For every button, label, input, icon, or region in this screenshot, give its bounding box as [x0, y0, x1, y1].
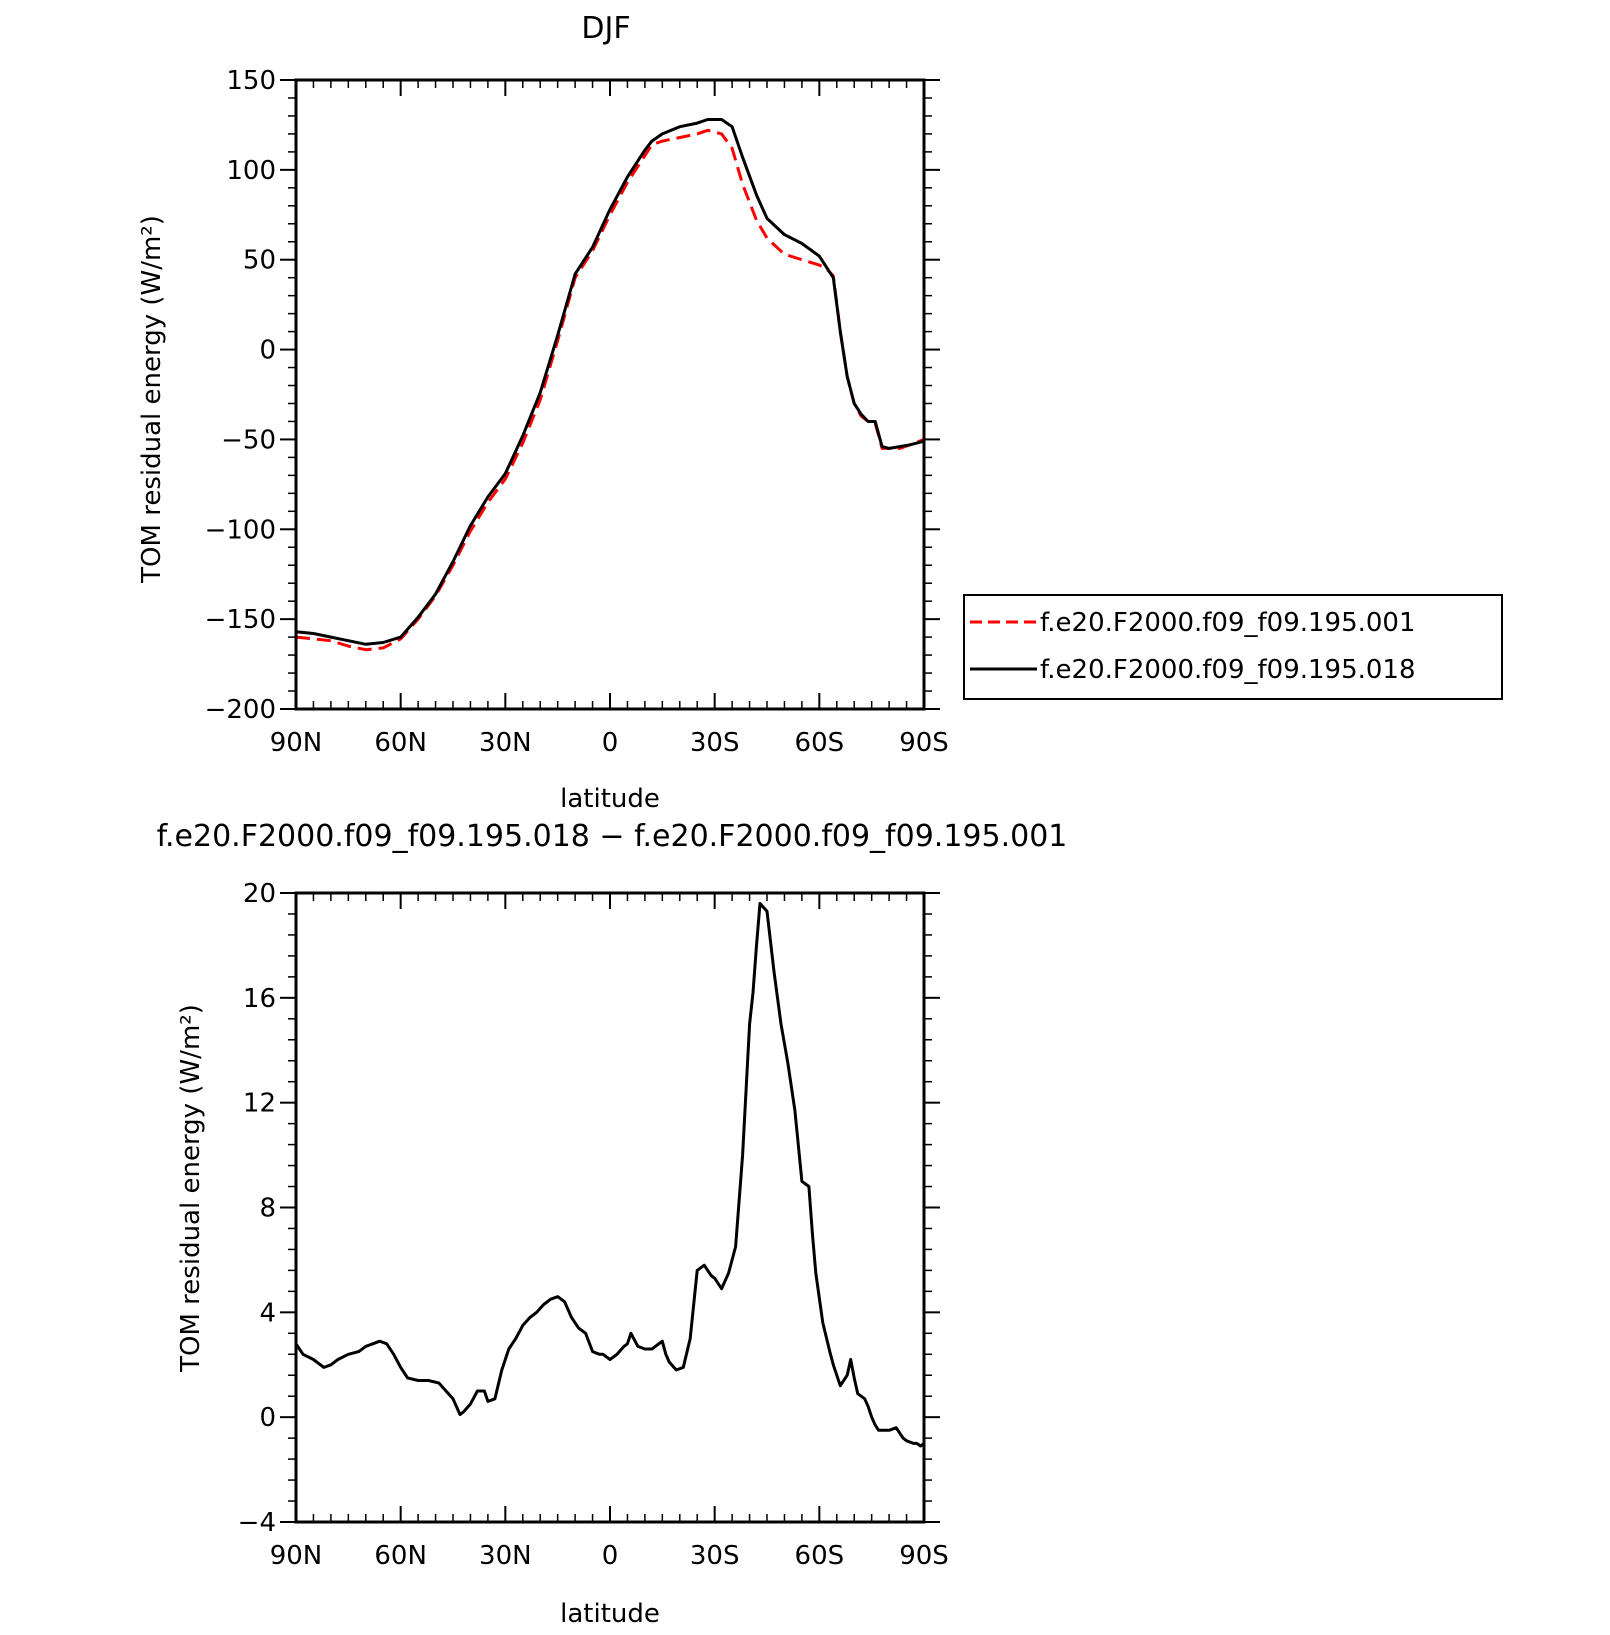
y-tick-label: −200	[205, 695, 276, 725]
chart-bottom-title: f.e20.F2000.f09_f09.195.018 − f.e20.F200…	[157, 819, 1068, 854]
y-tick-label: −4	[238, 1508, 276, 1538]
legend-label-series-001: f.e20.F2000.f09_f09.195.001	[1040, 608, 1416, 638]
chart-top-ticks: 90N 60N 30N 0 30S 60S 90S 150 100 50 0 −50 −100 −150 −…	[205, 66, 949, 758]
y-tick-label: 150	[226, 66, 276, 96]
x-tick-label: 60S	[795, 1541, 845, 1571]
y-tick-label: 16	[243, 984, 276, 1014]
x-tick-label: 60N	[374, 728, 427, 758]
chart-legend: f.e20.F2000.f09_f09.195.001 f.e20.F2000.…	[963, 594, 1503, 700]
y-tick-label: 8	[259, 1194, 276, 1224]
chart-bottom-y-axis-label: TOM residual energy (W/m²)	[176, 1004, 206, 1373]
chart-bottom-plot-frame	[294, 891, 926, 1524]
y-tick-label: −50	[221, 425, 276, 455]
bottom-series-line-0	[294, 902, 925, 1448]
x-tick-label: 30N	[479, 728, 532, 758]
chart-bottom-series	[294, 902, 925, 1448]
x-tick-label: 30N	[479, 1541, 532, 1571]
x-tick-label: 0	[602, 1541, 619, 1571]
x-tick-label: 90N	[270, 728, 323, 758]
top-series-line-1	[295, 118, 925, 646]
x-tick-label: 90S	[899, 1541, 949, 1571]
x-tick-label: 30S	[690, 728, 740, 758]
chart-top-series	[295, 118, 925, 652]
y-tick-label: 4	[259, 1298, 276, 1328]
y-tick-label: 50	[243, 246, 276, 276]
y-tick-label: 100	[226, 156, 276, 186]
chart-bottom-panel: f.e20.F2000.f09_f09.195.018 − f.e20.F200…	[157, 819, 1068, 1629]
y-tick-label: −150	[205, 605, 276, 635]
chart-top-y-axis-label: TOM residual energy (W/m²)	[137, 215, 167, 584]
y-tick-label: 0	[259, 1403, 276, 1433]
chart-top-x-axis-label: latitude	[560, 784, 660, 814]
chart-top-panel: DJF TOM residual energy (W/m²) latitude …	[137, 11, 949, 814]
chart-bottom-x-axis-label: latitude	[560, 1599, 660, 1629]
y-tick-label: 0	[259, 336, 276, 366]
x-tick-label: 0	[602, 728, 619, 758]
chart-top-plot-frame	[294, 78, 926, 711]
y-tick-label: 12	[243, 1089, 276, 1119]
y-tick-label: −100	[205, 515, 276, 545]
x-tick-label: 90N	[270, 1541, 323, 1571]
legend-box	[963, 594, 1503, 700]
x-tick-label: 90S	[899, 728, 949, 758]
y-tick-label: 20	[243, 879, 276, 909]
x-tick-label: 60S	[795, 728, 845, 758]
chart-top-title: DJF	[581, 11, 630, 46]
legend-label-series-018: f.e20.F2000.f09_f09.195.018	[1040, 655, 1416, 685]
x-tick-label: 30S	[690, 1541, 740, 1571]
x-tick-label: 60N	[374, 1541, 427, 1571]
chart-bottom-ticks: 90N 60N 30N 0 30S 60S 90S 20 16 12 8 4 0 −4	[238, 879, 949, 1571]
